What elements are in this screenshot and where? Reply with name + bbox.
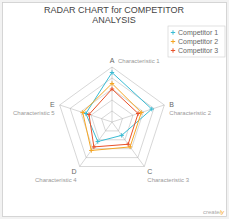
data-point: [96, 139, 100, 143]
watermark: creately: [203, 209, 225, 215]
legend-label: Competitor 3: [178, 47, 218, 55]
data-point: [110, 87, 114, 91]
data-point: [89, 148, 93, 152]
data-point: [110, 70, 114, 74]
background: [0, 0, 229, 219]
series-line: [83, 84, 142, 151]
legend-label: Competitor 2: [178, 38, 218, 46]
legend-marker: [171, 39, 175, 43]
title: RADAR CHART for COMPETITOR: [44, 5, 185, 15]
data-point: [110, 81, 114, 85]
spoke: [112, 67, 113, 122]
spoke: [80, 122, 112, 166]
category-label: E: [50, 101, 55, 108]
data-point: [87, 112, 91, 116]
data-point: [92, 145, 96, 149]
spoke: [60, 105, 112, 122]
annotation: create: [203, 209, 220, 215]
category-label: A: [110, 57, 115, 64]
data-point: [139, 110, 143, 114]
legend: Competitor 1Competitor 2Competitor 3: [168, 26, 225, 57]
data-point: [150, 107, 154, 111]
series-line: [89, 89, 138, 147]
category-label: D: [72, 168, 77, 175]
subtitle: ANALYSIS: [92, 15, 135, 25]
spoke: [112, 105, 164, 122]
spoke: [112, 122, 144, 166]
grid-ring: [60, 67, 165, 166]
legend-marker: [171, 30, 175, 34]
chart-background: [3, 3, 227, 217]
category-description: Characteristic 4: [35, 177, 77, 183]
chart: RADAR CHART for COMPETITORANALYSISAChara…: [0, 0, 229, 219]
category-label: B: [169, 101, 174, 108]
data-point: [119, 133, 123, 137]
category-label: C: [147, 168, 152, 175]
category-description: Characteristic 5: [13, 110, 55, 116]
legend-label: Competitor 1: [178, 29, 218, 37]
annotation: ly: [220, 209, 225, 215]
grid: [60, 67, 165, 166]
data-point: [126, 142, 130, 146]
legend-marker: [171, 48, 175, 52]
data-point: [81, 110, 85, 114]
data-point: [136, 111, 140, 115]
category-description: Characteristic 3: [147, 177, 189, 183]
category-description: Characteristic 1: [118, 58, 160, 64]
data-point: [84, 111, 88, 115]
legend-box: [168, 26, 225, 57]
category-description: Characteristic 2: [169, 110, 211, 116]
plot-area: [81, 70, 154, 152]
